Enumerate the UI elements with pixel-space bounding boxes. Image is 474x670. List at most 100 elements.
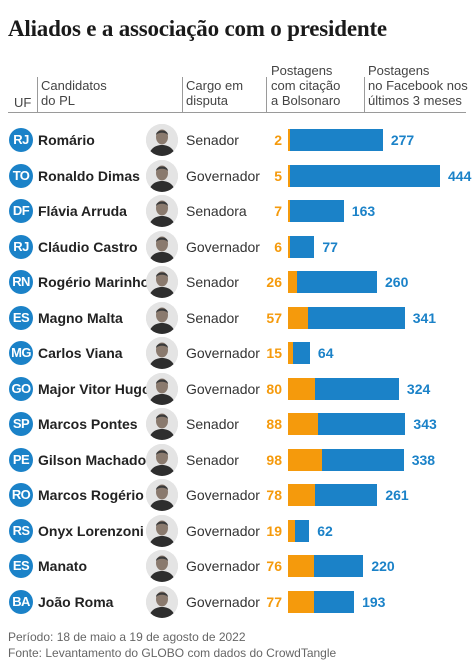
uf-badge: TO xyxy=(9,163,33,188)
uf-badge: MG xyxy=(9,341,33,365)
bar-facebook xyxy=(314,484,378,506)
table-row: ES Manato Governador 76 220 xyxy=(0,548,474,584)
citacao-value: 80 xyxy=(266,380,282,397)
bar-citacao xyxy=(288,200,291,222)
candidate-name: Cláudio Castro xyxy=(38,238,138,255)
citacao-value: 98 xyxy=(266,451,282,468)
candidate-photo-icon xyxy=(146,301,178,334)
portrait-icon xyxy=(146,159,178,192)
citacao-value: 15 xyxy=(266,345,282,361)
chart-title: Aliados e a associação com o presidente xyxy=(8,16,387,41)
table-row: TO Ronaldo Dimas Governador 5 444 xyxy=(0,158,474,194)
portrait-icon xyxy=(146,337,178,369)
header-candidatos-line2: do PL xyxy=(41,93,75,108)
bar-facebook xyxy=(290,235,315,258)
table-row: GO Major Vitor Hugo Governador 80 324 xyxy=(0,371,474,407)
facebook-value: 163 xyxy=(351,203,376,219)
portrait-icon xyxy=(146,479,178,511)
candidate-name: Onyx Lorenzoni xyxy=(38,522,144,539)
citacao-value: 77 xyxy=(266,593,282,610)
uf-badge: RN xyxy=(9,270,33,294)
candidate-photo-icon xyxy=(146,159,178,192)
cargo-label: Senador xyxy=(186,274,239,290)
candidate-photo-icon xyxy=(146,372,178,405)
facebook-value: 444 xyxy=(448,167,472,184)
table-row: RN Rogério Marinho Senador 26 260 xyxy=(0,264,474,300)
candidate-photo-icon xyxy=(146,550,178,582)
footer-fonte: Fonte: Levantamento do GLOBO com dados d… xyxy=(8,646,337,660)
table-row: PE Gilson Machado Senador 98 338 xyxy=(0,442,474,478)
table-row: RS Onyx Lorenzoni Governador 19 62 xyxy=(0,513,474,549)
table-row: ES Magno Malta Senador 57 341 xyxy=(0,300,474,336)
candidate-name: Rogério Marinho xyxy=(38,274,150,290)
candidate-name: Romário xyxy=(38,132,95,148)
bar-citacao xyxy=(288,129,290,151)
cargo-label: Governador xyxy=(186,593,260,610)
facebook-value: 343 xyxy=(413,416,437,432)
portrait-icon xyxy=(146,408,178,440)
candidate-name: Marcos Pontes xyxy=(38,416,138,432)
uf-badge: GO xyxy=(9,376,33,401)
candidate-name: Manato xyxy=(38,558,87,574)
uf-badge: SP xyxy=(9,412,33,436)
bar-facebook xyxy=(290,200,344,222)
portrait-icon xyxy=(146,372,178,405)
cargo-label: Governador xyxy=(186,487,260,503)
portrait-icon xyxy=(146,124,178,156)
uf-badge: RS xyxy=(9,518,33,543)
citacao-value: 2 xyxy=(274,132,282,148)
header-cargo-line2: disputa xyxy=(186,93,228,108)
portrait-icon xyxy=(146,230,178,263)
citacao-value: 6 xyxy=(274,238,282,255)
table-row: BA João Roma Governador 77 193 xyxy=(0,584,474,620)
candidate-photo-icon xyxy=(146,585,178,618)
bar-facebook xyxy=(314,555,364,577)
cargo-label: Senador xyxy=(186,451,239,468)
portrait-icon xyxy=(146,443,178,476)
candidate-photo-icon xyxy=(146,195,178,227)
uf-badge: RO xyxy=(9,483,33,507)
uf-badge: ES xyxy=(9,554,33,578)
bar-facebook xyxy=(289,129,383,151)
bar-citacao xyxy=(288,235,291,258)
candidate-photo-icon xyxy=(146,124,178,156)
header-rule xyxy=(8,112,466,113)
table-row: DF Flávia Arruda Senadora 7 163 xyxy=(0,193,474,229)
header-facebook: Postagens no Facebook nos últimos 3 mese… xyxy=(368,63,468,108)
cargo-label: Governador xyxy=(186,522,260,539)
bar-citacao xyxy=(288,555,315,577)
table-row: RO Marcos Rogério Governador 78 261 xyxy=(0,477,474,513)
bar-citacao xyxy=(288,271,297,293)
candidate-name: Ronaldo Dimas xyxy=(38,167,140,184)
uf-badge: BA xyxy=(9,589,33,614)
header-divider xyxy=(37,77,38,113)
bar-citacao xyxy=(288,519,295,542)
candidate-photo-icon xyxy=(146,266,178,298)
facebook-value: 260 xyxy=(385,274,409,290)
citacao-value: 19 xyxy=(266,522,282,539)
bar-citacao xyxy=(288,306,308,329)
candidate-photo-icon xyxy=(146,408,178,440)
uf-badge: DF xyxy=(9,199,33,223)
header-citacao: Postagens com citação a Bolsonaro xyxy=(271,63,340,108)
bar-citacao xyxy=(288,164,290,187)
facebook-value: 62 xyxy=(317,522,333,539)
header-citacao-line1: Postagens xyxy=(271,63,333,78)
candidate-name: João Roma xyxy=(38,593,114,610)
facebook-value: 341 xyxy=(412,309,437,326)
citacao-value: 76 xyxy=(266,558,282,574)
header-citacao-line2: com citação xyxy=(271,78,341,93)
header-divider xyxy=(182,77,183,113)
bar-citacao xyxy=(288,590,315,613)
bar-facebook xyxy=(296,271,377,293)
facebook-value: 220 xyxy=(371,558,395,574)
cargo-label: Governador xyxy=(186,558,260,574)
cargo-label: Senador xyxy=(186,132,239,148)
header-divider xyxy=(364,77,365,113)
cargo-label: Senadora xyxy=(186,203,247,219)
bar-citacao xyxy=(288,484,315,506)
header-facebook-line1: Postagens xyxy=(368,63,430,78)
candidate-name: Major Vitor Hugo xyxy=(38,380,151,397)
bar-facebook xyxy=(293,342,310,364)
